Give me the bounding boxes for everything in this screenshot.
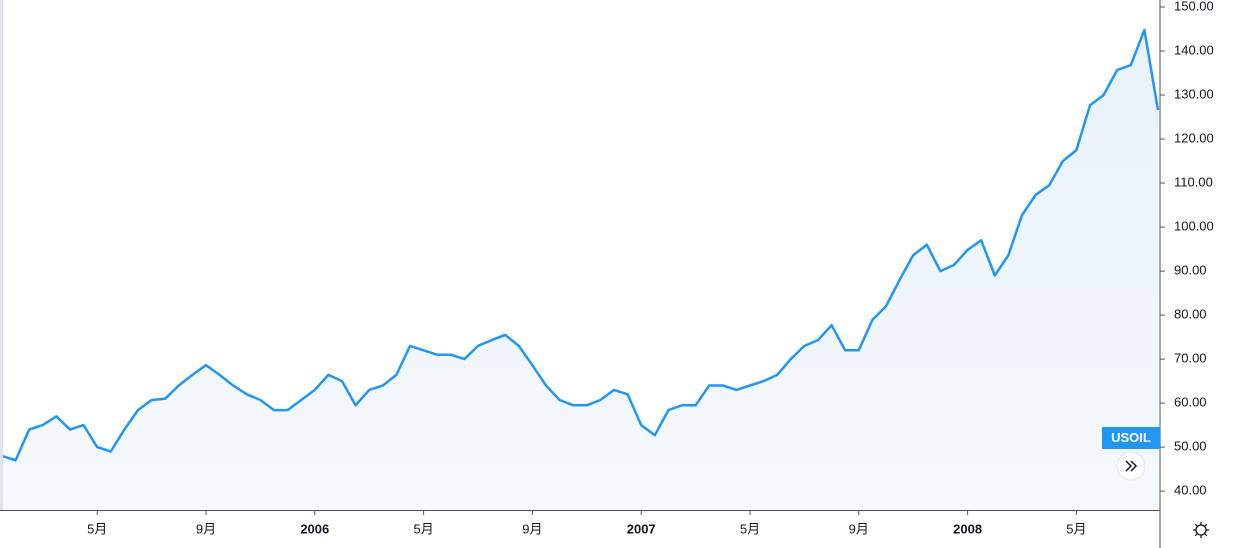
y-tick-label: 120.00 [1174, 130, 1214, 145]
y-tick-label: 60.00 [1174, 395, 1207, 410]
x-tick-label: 5月 [740, 521, 760, 536]
x-tick-label: 9月 [849, 521, 869, 536]
plot-area [1, 28, 1160, 511]
price-line [1, 28, 1160, 462]
x-tick-label: 2008 [953, 521, 982, 536]
left-edge [0, 0, 3, 510]
x-tick-label: 5月 [413, 521, 433, 536]
scroll-button[interactable] [1116, 451, 1146, 481]
symbol-tag: USOIL [1102, 427, 1160, 449]
symbol-tag-bg [1102, 427, 1160, 449]
scroll-icon [1125, 460, 1138, 472]
x-tick-label: 5月 [1066, 521, 1086, 536]
y-tick-label: 110.00 [1174, 174, 1213, 189]
gear-ring [1195, 524, 1207, 536]
y-tick-label: 100.00 [1174, 218, 1214, 233]
x-tick-label: 9月 [196, 521, 216, 536]
y-tick-label: 80.00 [1174, 307, 1207, 322]
symbol-label: USOIL [1111, 430, 1151, 445]
y-tick-label: 50.00 [1174, 439, 1207, 454]
y-tick-label: 140.00 [1174, 42, 1214, 57]
x-tick-label: 9月 [522, 521, 542, 536]
y-tick-label: 130.00 [1174, 86, 1214, 101]
y-tick-label: 150.00 [1174, 0, 1214, 13]
y-tick-label: 90.00 [1174, 262, 1207, 277]
x-tick-label: 5月 [87, 521, 107, 536]
x-tick-label: 2006 [300, 521, 329, 536]
x-tick-label: 2007 [627, 521, 656, 536]
y-tick-label: 40.00 [1174, 483, 1207, 498]
gear-teeth [1193, 522, 1209, 538]
area-fill [2, 29, 1158, 511]
settings-button[interactable] [1193, 522, 1209, 538]
y-tick-label: 70.00 [1174, 351, 1207, 366]
